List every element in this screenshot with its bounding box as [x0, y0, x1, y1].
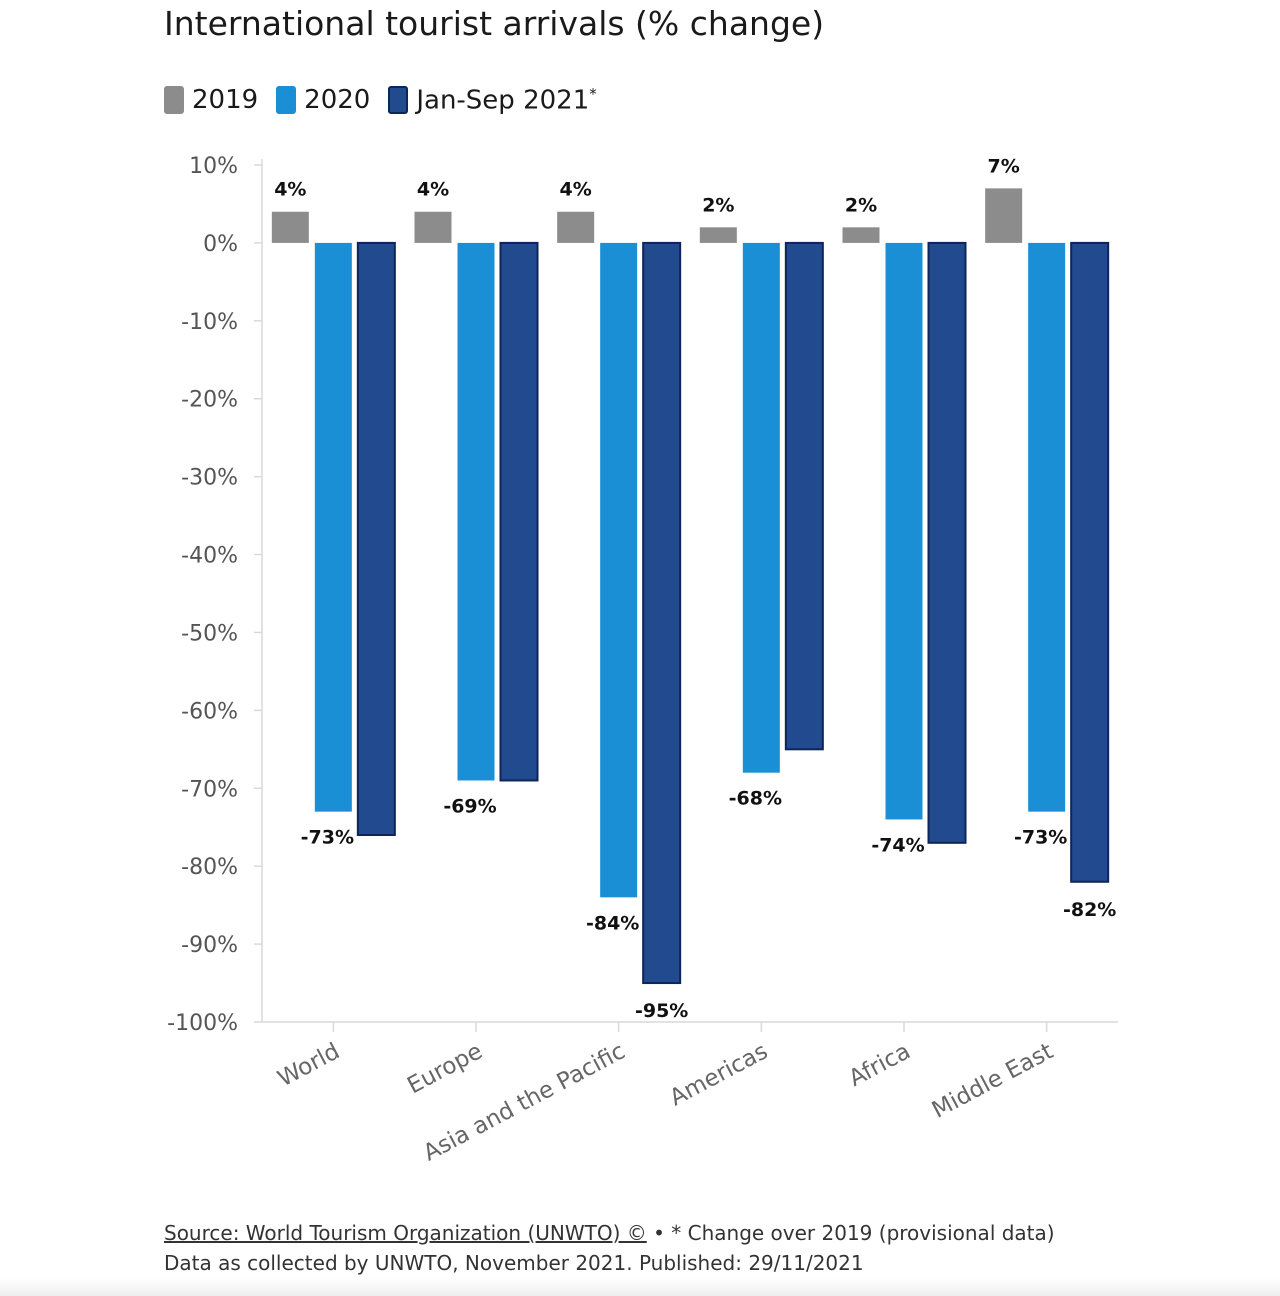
legend-label-2020: 2020 — [304, 85, 371, 115]
data-label: -84% — [586, 912, 639, 934]
legend-item-2020[interactable]: 2020 — [276, 85, 370, 115]
data-label: -68% — [729, 788, 782, 810]
bottom-fade — [0, 1278, 1280, 1296]
data-label: 2% — [845, 194, 877, 216]
bar-2020-europe[interactable] — [457, 242, 495, 781]
bar-2020-africa[interactable] — [885, 242, 923, 820]
data-label: 4% — [417, 179, 449, 201]
footer-line-1: Source: World Tourism Organization (UNWT… — [164, 1218, 1055, 1248]
legend-label-2021: Jan-Sep 2021* — [416, 84, 597, 116]
y-tick-label: -10% — [181, 310, 238, 335]
bar-jan-sep-2021-europe[interactable] — [499, 241, 539, 782]
data-label: -95% — [635, 1000, 688, 1022]
bar-2019-asia-and-the-pacific[interactable] — [557, 211, 595, 243]
bar-chart: 10% 0% -10% -20% -30% -40% -50% -60% -70% -80% -90… — [167, 154, 1118, 1167]
legend-item-2019[interactable]: 2019 — [164, 85, 258, 115]
y-tick-label: 0% — [203, 232, 238, 257]
bar-2020-middle-east[interactable] — [1028, 242, 1066, 812]
data-label: 7% — [988, 155, 1020, 177]
source-link[interactable]: Source: World Tourism Organization (UNWT… — [164, 1221, 647, 1245]
data-label: -74% — [871, 834, 924, 856]
legend-swatch-2019 — [164, 86, 184, 114]
bar-2019-europe[interactable] — [414, 211, 452, 243]
chart-footer: Source: World Tourism Organization (UNWT… — [164, 1218, 1055, 1278]
chart-title: International tourist arrivals (% change… — [164, 4, 825, 43]
x-tick-label: Africa — [845, 1038, 915, 1092]
legend-note-marker: * — [589, 84, 597, 103]
y-tick-label: -50% — [181, 621, 238, 646]
y-tick-label: -70% — [181, 777, 238, 802]
footer-note: • * Change over 2019 (provisional data) — [646, 1221, 1055, 1245]
bar-2020-asia-and-the-pacific[interactable] — [600, 242, 638, 898]
bar-2020-americas[interactable] — [742, 242, 780, 773]
y-tick-label: -60% — [181, 699, 238, 724]
data-label: -73% — [301, 827, 354, 849]
x-tick-label: World — [274, 1038, 344, 1092]
x-tick-label: Europe — [403, 1038, 487, 1099]
x-tick-label: Middle East — [928, 1038, 1058, 1123]
bar-2019-africa[interactable] — [842, 227, 880, 243]
data-label: 4% — [560, 179, 592, 201]
chart-legend: 2019 2020 Jan-Sep 2021* — [164, 84, 615, 116]
bar-jan-sep-2021-americas[interactable] — [784, 241, 824, 751]
bar-jan-sep-2021-asia-and-the-pacific[interactable] — [642, 241, 682, 985]
x-tick-label: Americas — [666, 1038, 773, 1111]
y-tick-label: -30% — [181, 466, 238, 491]
legend-swatch-2021 — [388, 86, 409, 114]
bar-2019-americas[interactable] — [699, 227, 737, 243]
y-tick-label: -40% — [181, 544, 238, 569]
y-tick-label: -100% — [167, 1011, 238, 1036]
y-tick-label: -20% — [181, 388, 238, 413]
bar-jan-sep-2021-africa[interactable] — [927, 241, 967, 844]
data-label: 2% — [702, 194, 734, 216]
data-label: -73% — [1014, 827, 1067, 849]
bar-2019-middle-east[interactable] — [985, 188, 1023, 243]
legend-label-2019: 2019 — [192, 85, 259, 115]
data-label: 4% — [274, 179, 306, 201]
bar-jan-sep-2021-middle-east[interactable] — [1070, 241, 1110, 883]
y-tick-label: -90% — [181, 933, 238, 958]
legend-swatch-2020 — [276, 86, 297, 114]
bar-2019-world[interactable] — [271, 211, 309, 243]
legend-item-2021[interactable]: Jan-Sep 2021* — [388, 84, 597, 116]
data-label: -82% — [1063, 899, 1116, 921]
bar-2020-world[interactable] — [314, 242, 352, 812]
footer-collected: Data as collected by UNWTO, November 202… — [164, 1251, 864, 1275]
bar-jan-sep-2021-world[interactable] — [356, 241, 396, 837]
y-tick-label: 10% — [189, 154, 238, 179]
data-label: -69% — [443, 795, 496, 817]
y-tick-label: -80% — [181, 855, 238, 880]
